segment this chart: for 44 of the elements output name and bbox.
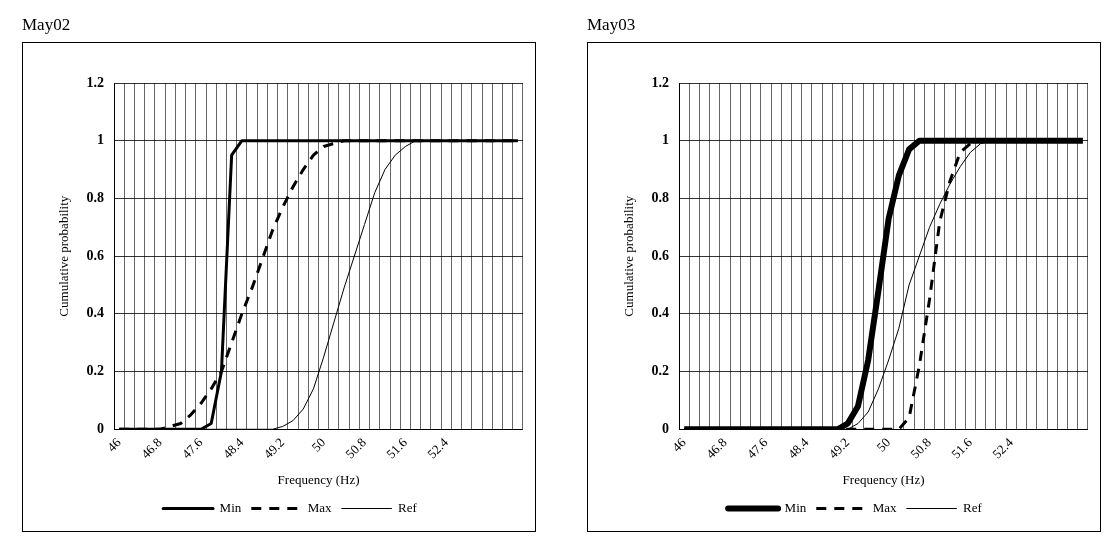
- y-tick-label: 1: [97, 132, 105, 148]
- x-tick-label: 50: [873, 434, 894, 455]
- legend-label: Max: [307, 499, 333, 515]
- x-tick-label: 46.8: [137, 434, 165, 462]
- y-tick-label: 0.4: [86, 305, 105, 321]
- y-axis-title: Cumulative probability: [621, 195, 637, 317]
- legend-label: Min: [219, 499, 242, 515]
- x-tick-label: 46.8: [702, 434, 730, 462]
- x-tick-label: 50: [308, 434, 329, 455]
- legend-label: Ref: [398, 499, 418, 515]
- y-tick-label: 0.2: [651, 363, 670, 379]
- legend-label: Ref: [963, 499, 983, 515]
- x-tick-label: 51.6: [383, 434, 411, 462]
- x-tick-label: 48.4: [219, 434, 247, 462]
- x-tick-label: 47.6: [743, 434, 771, 462]
- y-tick-label: 0.6: [86, 247, 105, 263]
- y-tick-label: 0.2: [86, 363, 105, 379]
- x-tick-label: 48.4: [784, 434, 812, 462]
- y-tick-label: 1.2: [651, 74, 670, 90]
- x-axis-title: Frequency (Hz): [277, 471, 360, 487]
- chart-title: May02: [22, 14, 72, 36]
- x-tick-label: 49.2: [825, 434, 853, 462]
- y-tick-label: 1.2: [86, 74, 105, 90]
- y-tick-label: 0: [662, 420, 670, 436]
- x-tick-label: 49.2: [260, 434, 288, 462]
- x-tick-label: 52.4: [989, 434, 1017, 462]
- y-tick-label: 0.6: [651, 247, 670, 263]
- x-tick-label: 50.8: [342, 434, 370, 462]
- chart-title: May03: [587, 14, 637, 36]
- x-tick-label: 51.6: [948, 434, 976, 462]
- legend-label: Min: [784, 499, 807, 515]
- x-tick-label: 47.6: [178, 434, 206, 462]
- y-tick-label: 1: [662, 132, 670, 148]
- y-tick-label: 0.4: [651, 305, 670, 321]
- x-tick-label: 46: [668, 434, 690, 455]
- x-axis-title: Frequency (Hz): [842, 471, 925, 487]
- y-tick-label: 0: [97, 420, 105, 436]
- y-tick-label: 0.8: [651, 190, 670, 206]
- y-tick-label: 0.8: [86, 190, 105, 206]
- x-tick-label: 50.8: [907, 434, 935, 462]
- y-axis-title: Cumulative probability: [56, 195, 72, 317]
- legend-label: Max: [872, 499, 898, 515]
- x-tick-label: 46: [103, 434, 125, 455]
- x-tick-label: 52.4: [424, 434, 452, 462]
